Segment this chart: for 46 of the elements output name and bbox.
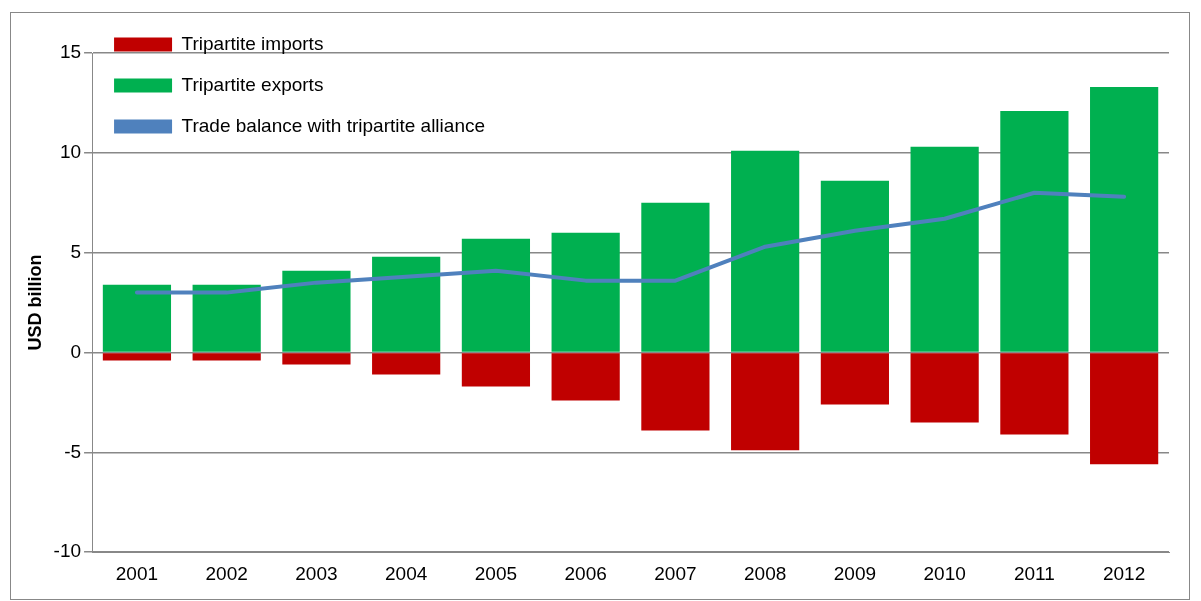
bar	[102, 284, 172, 352]
bar	[461, 353, 531, 387]
bar	[641, 202, 710, 352]
bar	[102, 353, 172, 361]
x-tick-label: 2001	[115, 562, 159, 584]
y-tick-label: 15	[59, 41, 82, 63]
y-tick-label: -5	[64, 440, 82, 462]
bar	[820, 180, 889, 352]
bar	[910, 146, 979, 352]
bar	[641, 353, 710, 431]
bar	[1090, 353, 1159, 465]
x-tick-label: 2009	[833, 562, 877, 584]
bar	[731, 150, 800, 352]
x-tick-label: 2007	[654, 562, 697, 584]
bar	[1000, 110, 1069, 352]
bar	[551, 232, 620, 352]
y-tick-label: 10	[59, 141, 82, 163]
x-tick-label: 2010	[923, 562, 966, 584]
legend-label: Tripartite exports	[181, 73, 324, 95]
x-tick-label: 2005	[474, 562, 518, 584]
bar	[461, 238, 531, 352]
legend-label: Tripartite imports	[181, 32, 324, 54]
bar	[551, 353, 620, 401]
bar	[372, 256, 441, 352]
x-tick-label: 2003	[295, 562, 338, 584]
bar	[282, 270, 351, 352]
bar	[1000, 353, 1069, 435]
x-tick-label: 2012	[1102, 562, 1146, 584]
bar	[192, 284, 261, 352]
x-tick-label: 2008	[744, 562, 787, 584]
x-tick-label: 2011	[1013, 562, 1055, 584]
bar	[372, 353, 441, 375]
y-axis-title: USD billion	[24, 254, 45, 351]
bar	[731, 353, 800, 451]
y-tick-label: -10	[53, 540, 82, 562]
legend-label: Trade balance with tripartite alliance	[181, 114, 486, 136]
bar	[1090, 86, 1159, 352]
bar	[820, 353, 889, 405]
y-tick-label: 0	[70, 340, 82, 362]
bar	[282, 353, 351, 365]
bar	[192, 353, 261, 361]
x-tick-label: 2004	[385, 562, 428, 584]
bar	[910, 353, 979, 423]
x-tick-label: 2006	[564, 562, 607, 584]
y-tick-label: 5	[70, 240, 82, 262]
x-tick-label: 2002	[205, 562, 248, 584]
